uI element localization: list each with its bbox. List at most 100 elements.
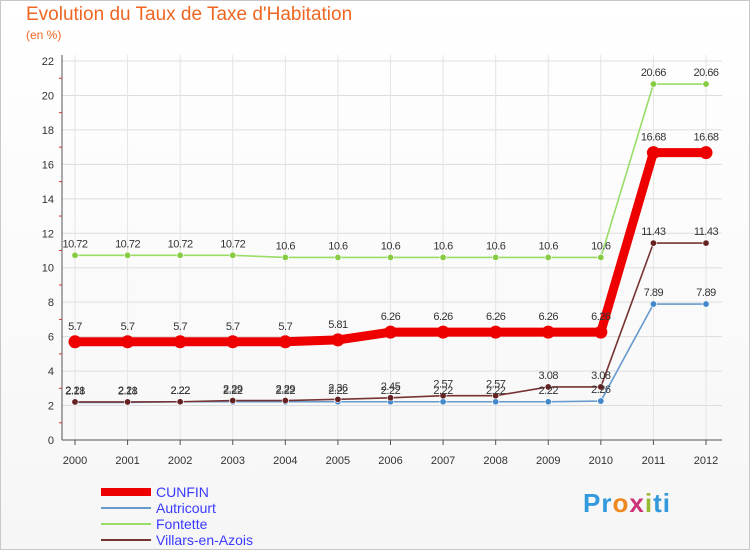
legend-item-villars-en-azois[interactable]: Villars-en-Azois — [100, 532, 253, 548]
data-label-villars-en-azois-2001: 2.21 — [118, 385, 138, 397]
y-tick-label-20: 20 — [42, 90, 54, 102]
data-point-fontette-2011 — [649, 80, 657, 88]
x-tick-label-2000: 2000 — [63, 455, 87, 467]
data-label-villars-en-azois-2011: 11.43 — [641, 226, 666, 238]
data-point-autricourt-2007 — [439, 398, 447, 406]
data-label-fontette-2005: 10.6 — [328, 240, 348, 252]
legend-item-autricourt[interactable]: Autricourt — [100, 500, 253, 516]
chart-unit-label: (en %) — [26, 28, 62, 42]
data-point-cunfin-2004 — [278, 335, 292, 349]
series-group — [68, 80, 713, 406]
data-point-cunfin-2006 — [384, 325, 397, 339]
x-axis-ticks: 2000 2001 2002 2003 2004 2005 2006 2007 2008 2009… — [63, 440, 718, 467]
logo-letter: i — [662, 488, 671, 518]
data-label-autricourt-2007: 2.22 — [433, 385, 453, 397]
logo-letter: P — [583, 488, 602, 518]
data-point-fontette-2001 — [124, 251, 132, 259]
data-point-autricourt-2012 — [702, 300, 710, 308]
data-label-cunfin-2007: 6.26 — [433, 311, 453, 323]
data-label-fontette-2006: 10.6 — [381, 240, 401, 252]
data-point-villars-en-azois-2001 — [124, 398, 132, 406]
data-point-villars-en-azois-2010 — [597, 383, 605, 391]
y-tick-label-2: 2 — [48, 401, 54, 413]
data-label-villars-en-azois-2007: 2.57 — [433, 379, 453, 391]
data-label-autricourt-2006: 2.22 — [381, 385, 401, 397]
data-label-autricourt-2012: 7.89 — [696, 287, 716, 299]
y-tick-label-14: 14 — [42, 194, 54, 206]
legend-item-fontette[interactable]: Fontette — [100, 516, 253, 532]
data-label-cunfin-2006: 6.26 — [381, 311, 401, 323]
data-label-cunfin-2001: 5.7 — [121, 321, 135, 333]
data-point-cunfin-2003 — [226, 335, 240, 349]
data-point-villars-en-azois-2000 — [71, 398, 79, 406]
legend-swatch-autricourt — [101, 507, 151, 509]
legend: CUNFIN Autricourt Fontette Villars-en-Az… — [100, 484, 253, 548]
legend-swatch-cunfin — [101, 488, 151, 496]
data-labels-group: 10.72 10.72 10.72 10.72 10.6 10.6 10.6 10.6 10.6… — [62, 67, 719, 397]
legend-swatch-fontette — [101, 523, 151, 525]
data-point-cunfin-2002 — [173, 335, 187, 349]
data-point-cunfin-2000 — [68, 335, 82, 349]
data-label-villars-en-azois-2009: 3.08 — [539, 370, 559, 382]
y-tick-label-10: 10 — [42, 263, 54, 275]
data-label-villars-en-azois-2000: 2.21 — [65, 385, 85, 397]
data-label-villars-en-azois-2004: 2.29 — [276, 384, 296, 396]
data-point-fontette-2012 — [702, 80, 710, 88]
data-point-autricourt-2011 — [649, 300, 657, 308]
chart-title: Evolution du Taux de Taxe d'Habitation — [26, 4, 353, 25]
logo-letter: i — [644, 488, 654, 518]
data-point-cunfin-2009 — [541, 325, 555, 339]
data-label-autricourt-2004: 2.22 — [276, 385, 296, 397]
data-label-cunfin-2009: 6.26 — [539, 311, 559, 323]
data-point-autricourt-2010 — [597, 397, 605, 405]
proxiti-logo[interactable]: Proxiti — [583, 488, 671, 519]
legend-item-cunfin[interactable]: CUNFIN — [100, 484, 253, 500]
x-tick-label-2002: 2002 — [168, 455, 192, 467]
data-label-fontette-2001: 10.72 — [115, 238, 140, 250]
legend-label-fontette: Fontette — [156, 516, 208, 532]
x-tick-label-2012: 2012 — [694, 455, 718, 467]
data-label-fontette-2011: 20.66 — [641, 67, 666, 79]
data-label-fontette-2008: 10.6 — [486, 240, 506, 252]
data-point-fontette-2007 — [439, 253, 447, 261]
data-point-cunfin-2001 — [121, 335, 135, 349]
data-point-fontette-2003 — [229, 251, 237, 259]
data-label-villars-en-azois-2010: 3.08 — [591, 370, 611, 382]
data-point-villars-en-azois-2004 — [281, 397, 289, 405]
x-tick-label-2010: 2010 — [589, 455, 613, 467]
data-label-autricourt-2011: 7.89 — [644, 287, 664, 299]
data-point-cunfin-2008 — [489, 325, 503, 339]
data-point-cunfin-2005 — [331, 333, 345, 347]
data-point-autricourt-2009 — [544, 398, 552, 406]
legend-swatch-villars-en-azois — [101, 539, 151, 541]
data-label-fontette-2007: 10.6 — [433, 240, 453, 252]
x-tick-label-2011: 2011 — [642, 455, 666, 467]
data-label-autricourt-2010: 2.26 — [591, 384, 611, 396]
y-tick-label-0: 0 — [48, 435, 54, 447]
data-label-villars-en-azois-2005: 2.36 — [328, 382, 348, 394]
x-tick-label-2008: 2008 — [483, 455, 507, 467]
y-tick-label-8: 8 — [48, 297, 54, 309]
data-label-villars-en-azois-2012: 11.43 — [694, 226, 719, 238]
legend-label-villars-en-azois: Villars-en-Azois — [156, 532, 253, 548]
data-point-cunfin-2007 — [436, 325, 450, 339]
data-label-fontette-2003: 10.72 — [220, 238, 245, 250]
logo-letter: r — [601, 488, 613, 518]
data-point-fontette-2008 — [492, 253, 500, 261]
data-label-cunfin-2004: 5.7 — [278, 321, 292, 333]
data-point-villars-en-azois-2005 — [334, 395, 342, 403]
data-label-autricourt-2002: 2.22 — [170, 385, 190, 397]
logo-letter: t — [653, 488, 663, 518]
data-label-fontette-2004: 10.6 — [276, 240, 296, 252]
data-label-fontette-2002: 10.72 — [168, 238, 193, 250]
x-tick-label-2003: 2003 — [221, 455, 245, 467]
data-point-fontette-2005 — [334, 253, 342, 261]
data-point-fontette-2010 — [597, 253, 605, 261]
data-point-villars-en-azois-2003 — [229, 397, 237, 405]
y-tick-label-18: 18 — [42, 125, 54, 137]
data-label-villars-en-azois-2003: 2.29 — [223, 384, 243, 396]
data-point-villars-en-azois-2002 — [176, 398, 184, 406]
data-point-villars-en-azois-2011 — [649, 239, 657, 247]
